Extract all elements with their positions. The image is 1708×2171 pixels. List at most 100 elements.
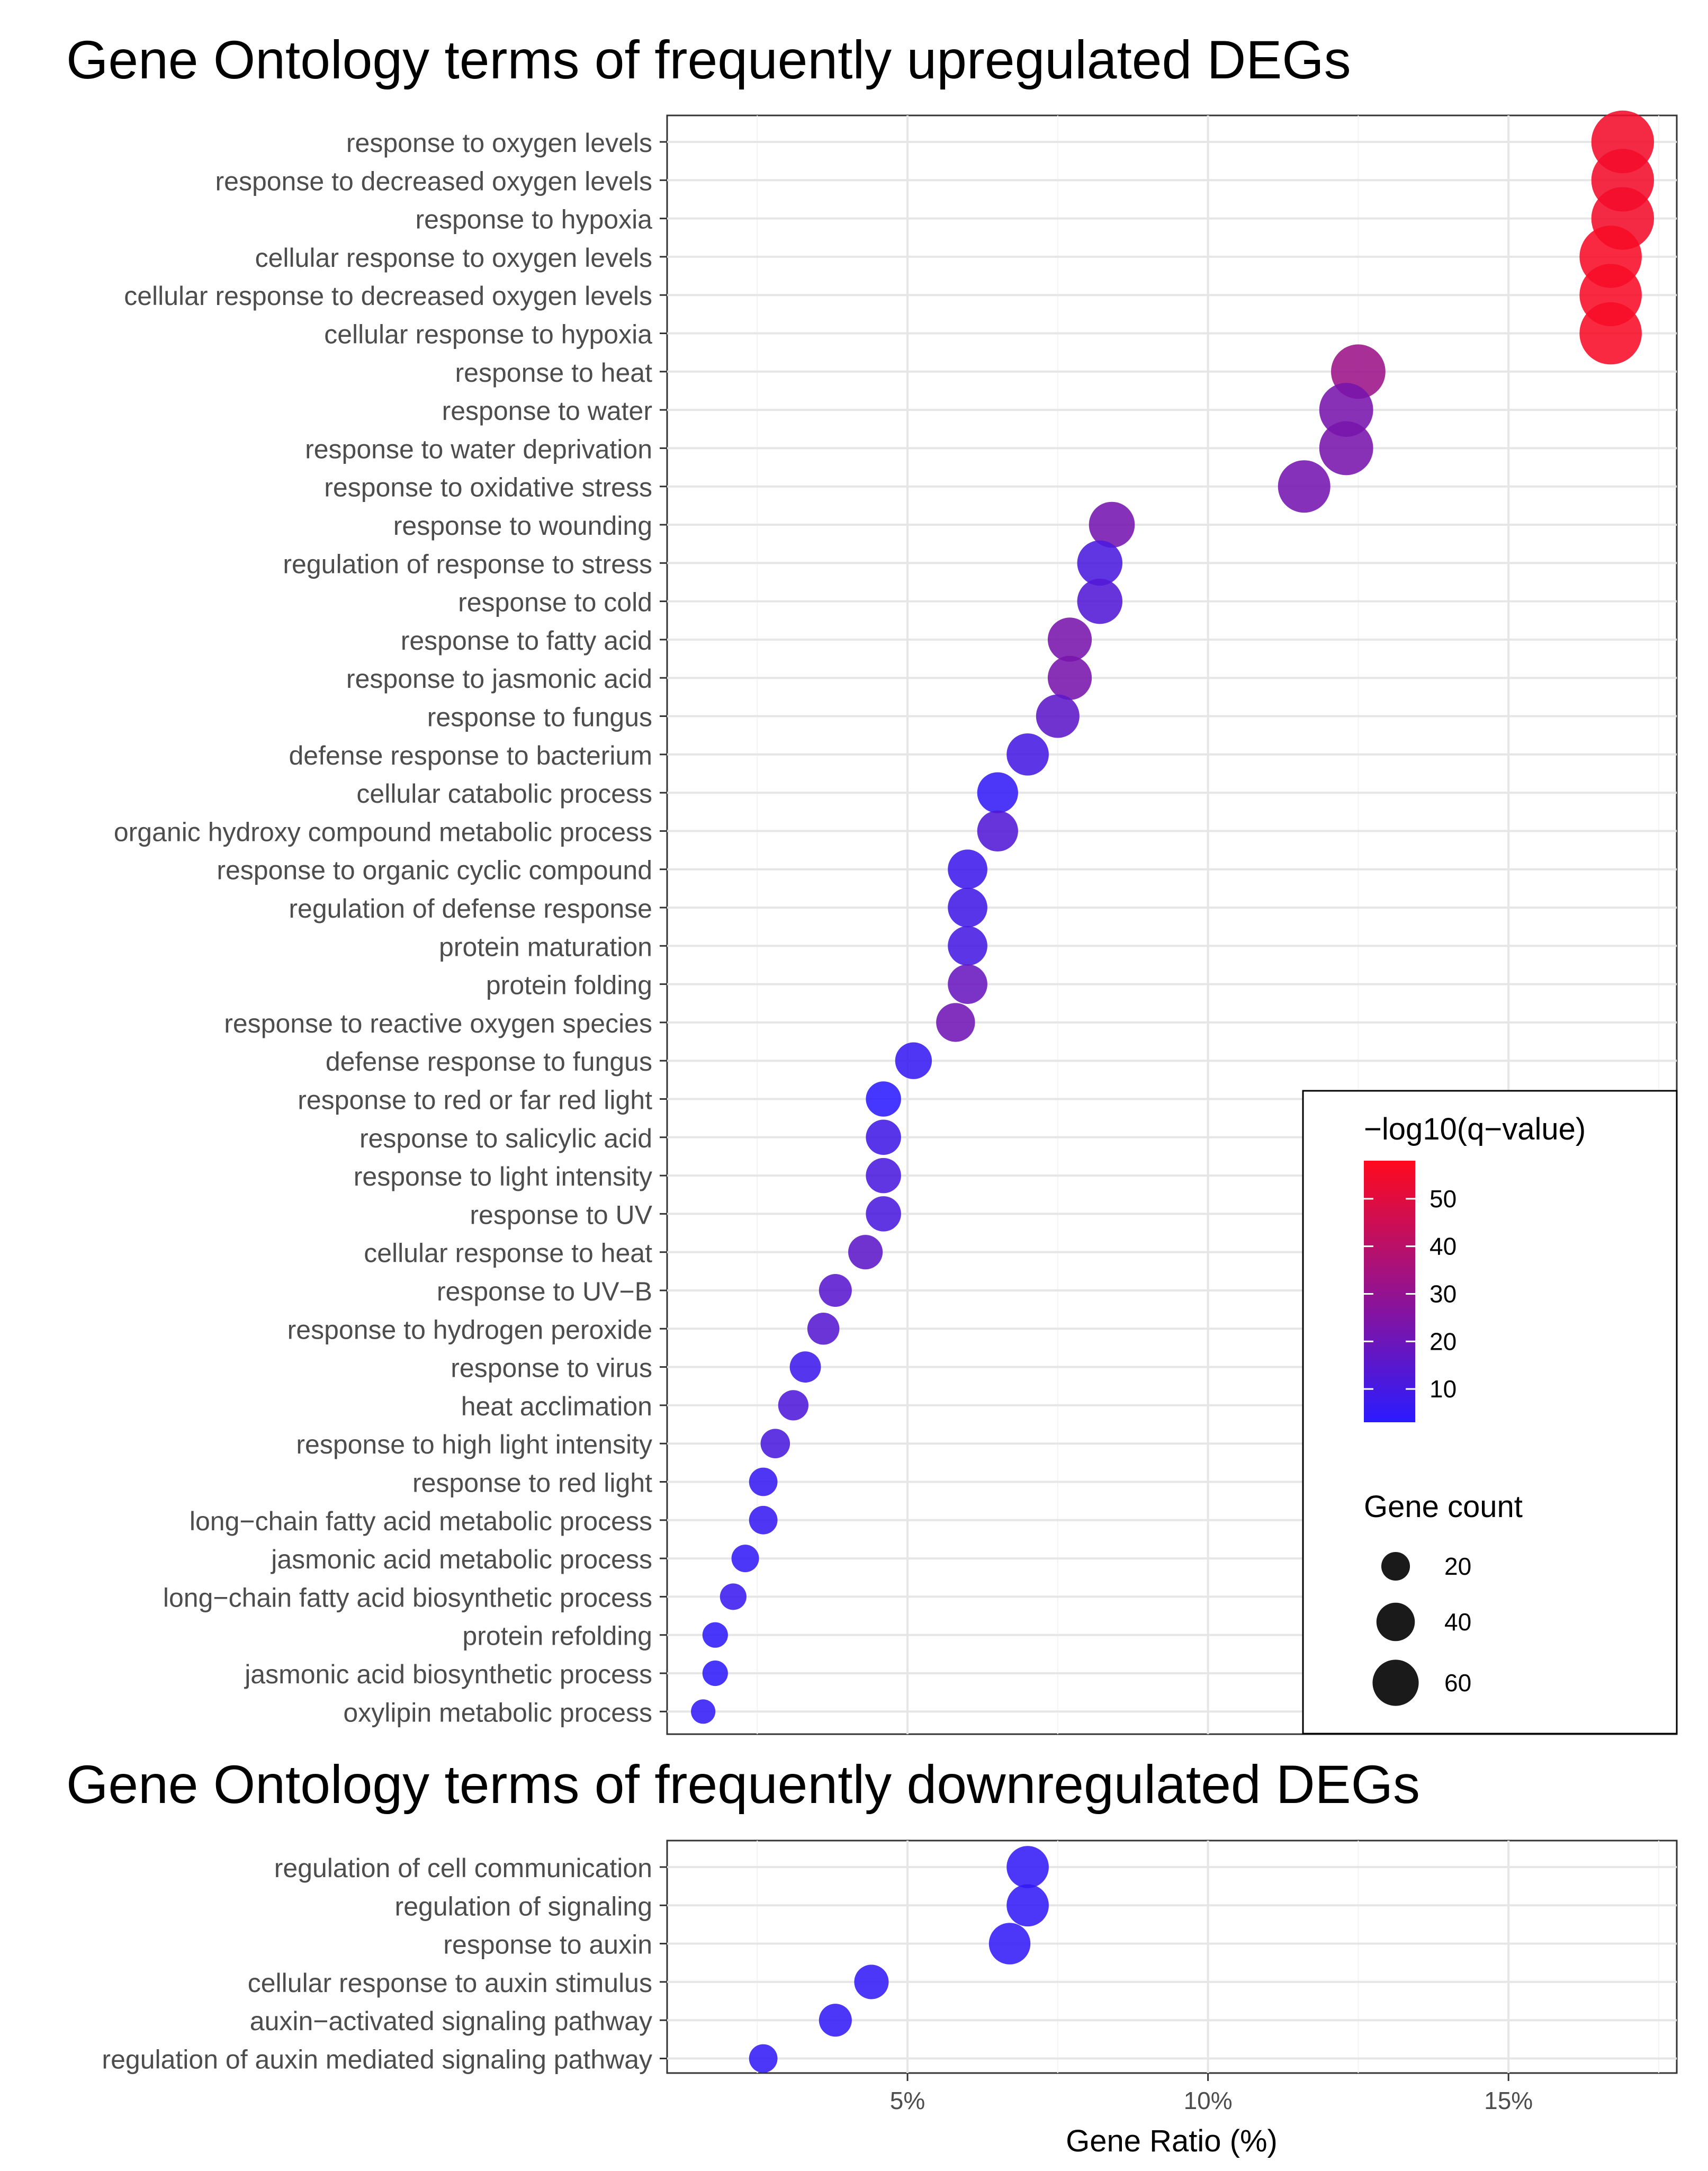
up-term-label: long−chain fatty acid metabolic process xyxy=(190,1506,652,1536)
up-point xyxy=(948,849,987,890)
up-point xyxy=(1006,733,1049,776)
color-bar-tick-label: 50 xyxy=(1430,1185,1457,1213)
size-key-label: 40 xyxy=(1444,1608,1471,1636)
color-bar-tick-label: 30 xyxy=(1430,1280,1457,1307)
up-term-label: response to cold xyxy=(458,588,652,617)
up-term-label: protein maturation xyxy=(439,932,652,962)
up-term-label: response to red or far red light xyxy=(298,1086,652,1115)
up-point xyxy=(1089,501,1135,548)
up-point xyxy=(866,1158,901,1194)
up-term-label: response to hydrogen peroxide xyxy=(287,1315,652,1344)
up-term-label: cellular response to oxygen levels xyxy=(255,243,652,273)
downregulated-term-labels: regulation of cell communication regulati… xyxy=(102,1853,667,2075)
up-point xyxy=(1047,617,1092,662)
up-term-label: response to oxygen levels xyxy=(346,128,652,158)
up-term-label: defense response to fungus xyxy=(326,1047,652,1076)
up-point xyxy=(1047,656,1092,700)
up-point xyxy=(702,1622,728,1648)
up-point xyxy=(948,887,987,928)
up-term-label: oxylipin metabolic process xyxy=(343,1698,652,1727)
upregulated-panel-border xyxy=(666,114,1678,1735)
up-point xyxy=(1319,421,1373,476)
up-point xyxy=(977,772,1018,813)
up-term-label: defense response to bacterium xyxy=(289,741,652,770)
up-term-label: cellular catabolic process xyxy=(356,779,652,809)
up-point xyxy=(866,1081,901,1117)
color-bar-tick-label: 10 xyxy=(1430,1375,1457,1403)
up-term-label: regulation of defense response xyxy=(289,894,652,923)
up-term-label: heat acclimation xyxy=(461,1392,652,1421)
x-axis-label: Gene Ratio (%) xyxy=(1066,2124,1278,2158)
up-term-label: cellular response to decreased oxygen le… xyxy=(124,281,652,311)
x-tick-label: 15% xyxy=(1484,2087,1533,2114)
up-point xyxy=(1579,302,1642,365)
up-point xyxy=(936,1003,975,1042)
size-legend-keys: 20 40 60 xyxy=(1372,1551,1471,1706)
up-point xyxy=(807,1313,840,1345)
up-term-label: protein folding xyxy=(486,971,652,1000)
upregulated-points xyxy=(691,110,1655,1724)
up-term-label: response to water deprivation xyxy=(305,434,652,464)
down-term-label: regulation of signaling xyxy=(395,1891,652,1921)
down-term-label: cellular response to auxin stimulus xyxy=(248,1968,652,1998)
up-point xyxy=(848,1235,883,1270)
up-term-label: response to fatty acid xyxy=(401,626,652,656)
up-term-label: response to jasmonic acid xyxy=(346,664,652,694)
up-point xyxy=(866,1196,901,1232)
down-point xyxy=(854,1964,889,1999)
x-axis: 5% 10% 15% xyxy=(890,2073,1533,2114)
color-bar-ticks: 10 20 30 40 50 xyxy=(1364,1185,1457,1403)
color-bar-tick-label: 40 xyxy=(1430,1233,1457,1260)
upregulated-panel: response to oxygen levels response to dec… xyxy=(114,110,1678,1735)
up-term-label: response to oxidative stress xyxy=(324,473,652,503)
up-point xyxy=(819,1273,852,1307)
up-term-label: response to UV xyxy=(470,1200,652,1230)
x-tick-label: 5% xyxy=(890,2087,925,2114)
up-point xyxy=(948,964,987,1004)
up-point xyxy=(702,1660,728,1686)
up-term-label: response to virus xyxy=(451,1353,652,1383)
up-term-label: long−chain fatty acid biosynthetic proce… xyxy=(163,1583,652,1612)
up-point xyxy=(1319,383,1373,437)
size-key-circle xyxy=(1381,1551,1410,1581)
up-term-label: response to red light xyxy=(412,1468,652,1498)
up-term-label: cellular response to hypoxia xyxy=(324,320,652,349)
down-term-label: auxin−activated signaling pathway xyxy=(250,2006,652,2036)
up-term-label: cellular response to heat xyxy=(364,1239,652,1268)
size-key-circle xyxy=(1372,1659,1419,1706)
up-term-label: response to heat xyxy=(455,358,653,388)
legend-box xyxy=(1302,1090,1678,1735)
up-point xyxy=(691,1699,716,1724)
down-point xyxy=(988,1923,1031,1964)
up-term-label: response to organic cyclic compound xyxy=(217,856,652,885)
color-legend-title: −log10(q−value) xyxy=(1364,1112,1586,1146)
down-point xyxy=(1006,1884,1049,1927)
up-term-label: response to UV−B xyxy=(437,1277,652,1306)
up-point xyxy=(749,1505,778,1535)
up-term-label: response to high light intensity xyxy=(296,1430,652,1459)
up-term-label: response to decreased oxygen levels xyxy=(215,166,652,196)
up-term-label: response to water xyxy=(442,396,652,426)
up-term-label: response to reactive oxygen species xyxy=(224,1009,652,1038)
up-point xyxy=(866,1119,901,1155)
up-point xyxy=(749,1467,778,1496)
up-point xyxy=(789,1351,821,1383)
down-term-label: regulation of cell communication xyxy=(274,1853,652,1883)
up-point xyxy=(760,1429,790,1458)
x-tick-label: 10% xyxy=(1184,2087,1233,2114)
up-term-label: jasmonic acid biosynthetic process xyxy=(244,1659,652,1689)
downregulated-grid xyxy=(667,1841,1677,2073)
color-bar xyxy=(1364,1161,1415,1422)
down-point xyxy=(1006,1846,1049,1888)
up-term-label: response to wounding xyxy=(393,511,652,541)
size-key-label: 60 xyxy=(1444,1669,1471,1697)
up-point xyxy=(1077,578,1123,624)
downregulated-panel-border xyxy=(666,1840,1678,2074)
up-point xyxy=(1077,540,1123,586)
upregulated-term-labels: response to oxygen levels response to dec… xyxy=(114,128,667,1727)
up-point xyxy=(977,810,1018,852)
up-term-label: organic hydroxy compound metabolic proce… xyxy=(114,817,652,847)
up-term-label: jasmonic acid metabolic process xyxy=(270,1545,652,1574)
up-term-label: response to fungus xyxy=(427,703,652,732)
